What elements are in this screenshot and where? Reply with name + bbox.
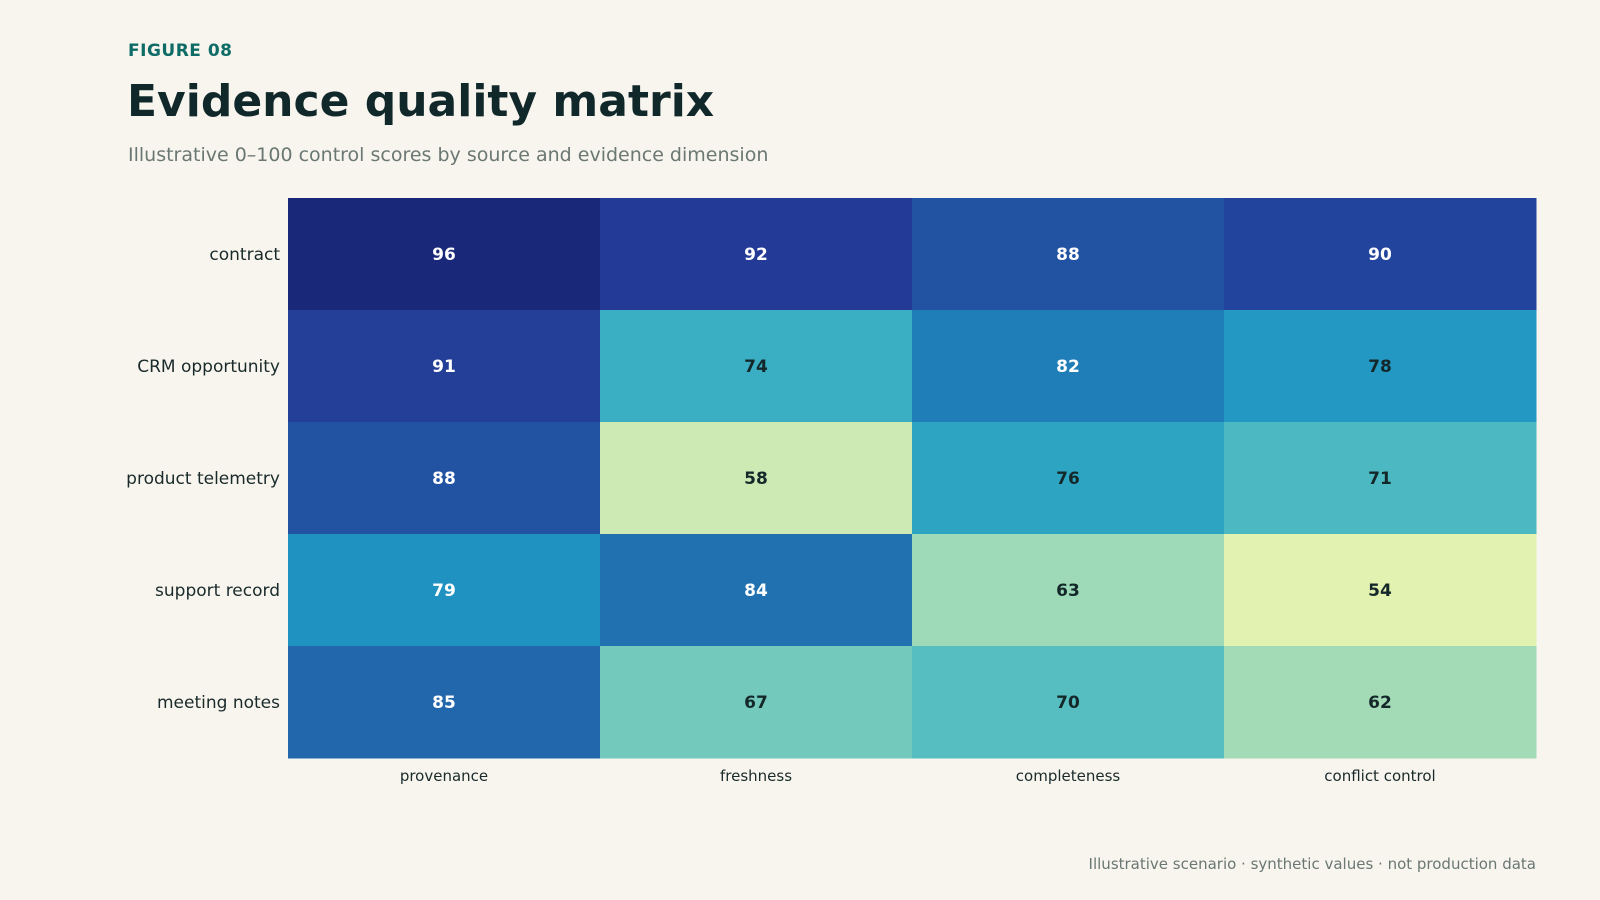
heatmap-cell-product-telemetry-freshness [600,422,913,535]
heatmap-cell-meeting-notes-freshness [600,646,913,759]
heatmap-cell-contract-conflict-control [1224,198,1537,311]
heatmap-cell-crm-opportunity-provenance [288,310,601,423]
heatmap-cell-meeting-notes-completeness [912,646,1225,759]
cell-value-product-telemetry-completeness: 76 [1056,469,1080,489]
cell-value-support-record-conflict-control: 54 [1368,581,1392,601]
heatmap-cell-meeting-notes-provenance [288,646,601,759]
cell-value-meeting-notes-freshness: 67 [744,693,768,713]
cell-value-contract-completeness: 88 [1056,245,1080,265]
cell-value-meeting-notes-provenance: 85 [432,693,456,713]
chart-title: Evidence quality matrix [127,76,715,127]
row-label-crm-opportunity: CRM opportunity [137,357,280,377]
heatmap-cell-crm-opportunity-completeness [912,310,1225,423]
heatmap-cell-support-record-provenance [288,534,601,647]
cell-value-meeting-notes-completeness: 70 [1056,693,1080,713]
heatmap-cell-crm-opportunity-conflict-control [1224,310,1537,423]
footnote: Illustrative scenario · synthetic values… [1088,855,1536,873]
heatmap-cell-support-record-conflict-control [1224,534,1537,647]
column-label-completeness: completeness [1016,767,1121,785]
row-label-contract: contract [209,245,280,265]
cell-value-crm-opportunity-conflict-control: 78 [1368,357,1392,377]
chart-subtitle: Illustrative 0–100 control scores by sou… [128,144,769,166]
row-label-meeting-notes: meeting notes [157,693,280,713]
heatmap-cell-contract-completeness [912,198,1225,311]
cell-value-contract-provenance: 96 [432,245,456,265]
column-label-provenance: provenance [400,767,488,785]
cell-value-support-record-provenance: 79 [432,581,456,601]
heatmap-cell-support-record-freshness [600,534,913,647]
column-label-conflict-control: conflict control [1324,767,1435,785]
column-label-freshness: freshness [720,767,792,785]
heatmap-cell-product-telemetry-conflict-control [1224,422,1537,535]
cell-value-crm-opportunity-provenance: 91 [432,357,456,377]
heatmap-cell-crm-opportunity-freshness [600,310,913,423]
heatmap-cell-product-telemetry-provenance [288,422,601,535]
cell-value-product-telemetry-freshness: 58 [744,469,768,489]
cell-value-support-record-freshness: 84 [744,581,768,601]
row-label-product-telemetry: product telemetry [126,469,280,489]
row-label-support-record: support record [155,581,280,601]
heatmap-cell-support-record-completeness [912,534,1225,647]
heatmap-cell-contract-provenance [288,198,601,311]
cell-value-contract-conflict-control: 90 [1368,245,1392,265]
cell-value-crm-opportunity-freshness: 74 [744,357,768,377]
heatmap-cell-contract-freshness [600,198,913,311]
cell-value-meeting-notes-conflict-control: 62 [1368,693,1392,713]
cell-value-contract-freshness: 92 [744,245,768,265]
cell-value-crm-opportunity-completeness: 82 [1056,357,1080,377]
cell-value-product-telemetry-provenance: 88 [432,469,456,489]
figure-kicker: FIGURE 08 [128,41,233,61]
cell-value-product-telemetry-conflict-control: 71 [1368,469,1392,489]
cell-value-support-record-completeness: 63 [1056,581,1080,601]
heatmap-cell-product-telemetry-completeness [912,422,1225,535]
heatmap-cell-meeting-notes-conflict-control [1224,646,1537,759]
